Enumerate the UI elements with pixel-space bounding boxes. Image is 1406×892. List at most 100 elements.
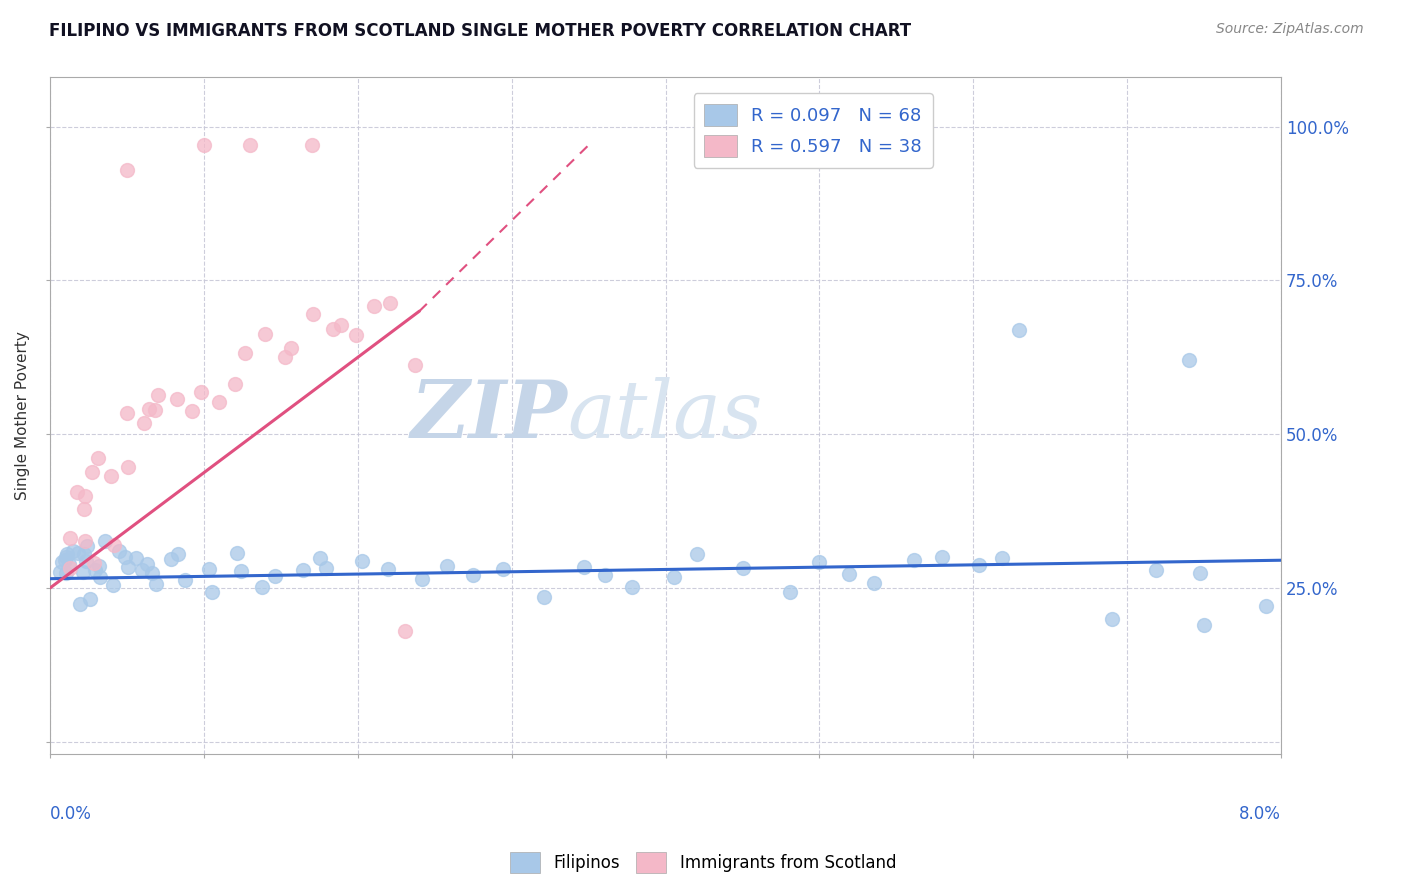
Point bbox=[87, 450, 110, 465]
Point bbox=[1008, 323, 1031, 337]
Point bbox=[931, 550, 953, 565]
Point bbox=[166, 392, 188, 406]
Point bbox=[93, 534, 115, 549]
Point bbox=[329, 318, 352, 333]
Point bbox=[229, 564, 252, 578]
Point bbox=[1254, 599, 1277, 614]
Point bbox=[621, 580, 644, 594]
Point bbox=[593, 568, 616, 582]
Point bbox=[103, 538, 125, 552]
Text: ZIP: ZIP bbox=[411, 377, 567, 454]
Point bbox=[75, 489, 97, 503]
Point bbox=[252, 580, 274, 594]
Point bbox=[411, 572, 433, 586]
Point bbox=[903, 553, 925, 567]
Point bbox=[315, 560, 337, 574]
Point bbox=[114, 549, 136, 564]
Point bbox=[190, 385, 212, 400]
Point bbox=[62, 544, 84, 558]
Point bbox=[180, 404, 202, 418]
Point bbox=[160, 551, 183, 566]
Point bbox=[807, 555, 830, 569]
Point bbox=[239, 138, 262, 153]
Point bbox=[134, 416, 156, 430]
Point bbox=[100, 469, 122, 483]
Point bbox=[108, 543, 131, 558]
Point bbox=[533, 590, 555, 604]
Point bbox=[686, 547, 709, 561]
Point bbox=[125, 551, 148, 566]
Point bbox=[53, 553, 76, 567]
Point bbox=[346, 328, 368, 343]
Point bbox=[264, 568, 287, 582]
Point bbox=[101, 578, 124, 592]
Point bbox=[75, 554, 97, 568]
Point bbox=[863, 575, 886, 590]
Point bbox=[87, 558, 110, 573]
Point bbox=[89, 570, 111, 584]
Point bbox=[302, 307, 325, 321]
Point bbox=[66, 546, 89, 560]
Text: 0.0%: 0.0% bbox=[51, 805, 91, 822]
Point bbox=[308, 551, 330, 566]
Point bbox=[1192, 617, 1215, 632]
Point bbox=[292, 563, 315, 577]
Point bbox=[1101, 612, 1123, 626]
Legend: Filipinos, Immigrants from Scotland: Filipinos, Immigrants from Scotland bbox=[503, 846, 903, 880]
Point bbox=[55, 566, 77, 581]
Point bbox=[51, 555, 73, 569]
Point bbox=[75, 534, 97, 549]
Point bbox=[131, 563, 153, 577]
Point bbox=[138, 402, 160, 417]
Text: FILIPINO VS IMMIGRANTS FROM SCOTLAND SINGLE MOTHER POVERTY CORRELATION CHART: FILIPINO VS IMMIGRANTS FROM SCOTLAND SIN… bbox=[49, 22, 911, 40]
Point bbox=[58, 557, 80, 571]
Point bbox=[59, 531, 82, 545]
Point bbox=[117, 560, 139, 574]
Point bbox=[79, 592, 101, 607]
Point bbox=[363, 299, 385, 313]
Point bbox=[72, 565, 94, 579]
Point bbox=[146, 388, 169, 402]
Point bbox=[274, 351, 297, 365]
Point bbox=[280, 341, 302, 355]
Point bbox=[226, 545, 249, 559]
Point bbox=[82, 466, 104, 480]
Point bbox=[145, 577, 167, 591]
Point bbox=[377, 562, 399, 576]
Point bbox=[59, 561, 82, 575]
Point bbox=[492, 561, 515, 575]
Point bbox=[664, 570, 686, 584]
Point bbox=[1144, 563, 1167, 577]
Y-axis label: Single Mother Poverty: Single Mother Poverty bbox=[15, 331, 30, 500]
Point bbox=[143, 403, 166, 417]
Point bbox=[73, 547, 96, 561]
Point bbox=[76, 539, 98, 553]
Point bbox=[174, 573, 197, 587]
Point bbox=[1177, 353, 1199, 368]
Point bbox=[1188, 566, 1211, 580]
Point bbox=[233, 346, 256, 360]
Point bbox=[83, 557, 105, 571]
Point bbox=[56, 548, 79, 562]
Point bbox=[136, 557, 159, 571]
Point bbox=[69, 597, 91, 611]
Point bbox=[167, 547, 190, 561]
Point bbox=[394, 624, 416, 638]
Point bbox=[572, 560, 595, 574]
Point bbox=[117, 459, 139, 474]
Point bbox=[193, 138, 215, 153]
Point bbox=[436, 558, 458, 573]
Point bbox=[198, 562, 221, 576]
Legend: R = 0.097   N = 68, R = 0.597   N = 38: R = 0.097 N = 68, R = 0.597 N = 38 bbox=[693, 94, 932, 168]
Point bbox=[253, 326, 276, 341]
Text: Source: ZipAtlas.com: Source: ZipAtlas.com bbox=[1216, 22, 1364, 37]
Point bbox=[66, 484, 89, 499]
Point bbox=[115, 162, 138, 177]
Point bbox=[55, 550, 77, 565]
Point bbox=[72, 502, 94, 516]
Point bbox=[991, 550, 1014, 565]
Point bbox=[779, 585, 801, 599]
Point bbox=[380, 295, 402, 310]
Point bbox=[838, 567, 860, 582]
Point bbox=[301, 138, 323, 153]
